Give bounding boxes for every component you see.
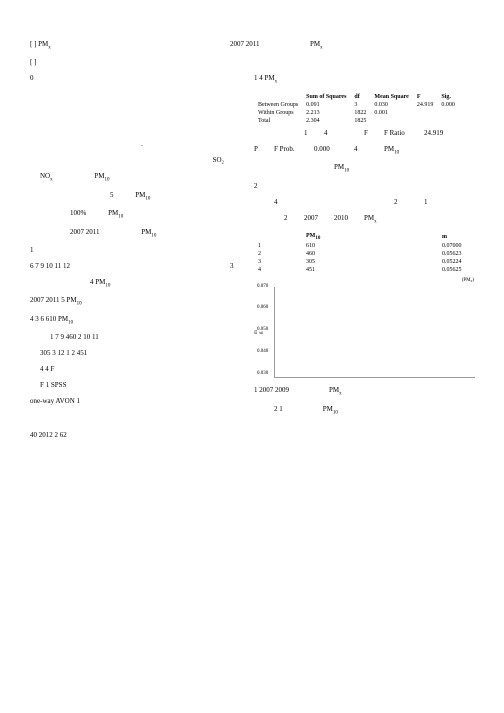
line3: 4 2 1 <box>254 198 474 206</box>
five-label: 5 <box>110 191 114 199</box>
l7: 4 PM10 <box>30 278 254 288</box>
header-left: [ ] PMx <box>30 40 230 50</box>
th-df: df <box>350 93 370 101</box>
main-columns: 0 . SO₂ NOx PM10 5 PM10 100% PM10 <box>30 74 474 423</box>
table-row: 1 610 0.07000 <box>254 242 466 250</box>
data-table2: PM10 m 1 610 0.07000 2 460 0.05623 3 305 <box>254 232 466 274</box>
footer: 40 2012 2 62 <box>30 431 474 439</box>
line4: 2 2007 2010 PMx <box>254 214 474 224</box>
th-sig: Sig. <box>437 93 459 101</box>
stats-line2: P F Prob. 0.000 4 PM10 <box>254 145 474 155</box>
one-label: 1 <box>30 246 254 254</box>
table-row: 3 305 0.05224 <box>254 258 466 266</box>
header-left-text: [ ] PM <box>30 40 48 48</box>
pm10-b: PM10 <box>135 191 150 199</box>
table-row: Within Groups 2.213 1822 0.001 <box>254 109 459 117</box>
table-header-row: PM10 m <box>254 232 466 242</box>
th-m: m <box>438 232 466 242</box>
table1-caption: 1 4 PMx <box>254 74 474 84</box>
right-column: 1 4 PMx Sum of Squares df Mean Square F … <box>254 74 474 423</box>
header-left-sub: x <box>48 45 51 50</box>
left-column: 0 . SO₂ NOx PM10 5 PM10 100% PM10 <box>30 74 254 423</box>
header-right: PMx <box>310 40 323 50</box>
l6: 6 7 9 10 11 12 <box>30 262 230 270</box>
l10: 1 7 9 460 2 10 11 <box>50 333 254 341</box>
stats-line1: 1 4 F F Ratio 24.919 <box>254 129 474 137</box>
fig2-caption: 2 1 PM10 <box>254 405 474 415</box>
so2-label: SO₂ <box>213 156 224 164</box>
table-row: 4 451 0.05625 <box>254 266 466 274</box>
th-ms: Mean Square <box>370 93 412 101</box>
table-row: 2 460 0.05623 <box>254 250 466 258</box>
stats-line2b: PM10 <box>254 163 474 173</box>
pm10-a: PM10 <box>94 172 109 180</box>
dot: . <box>30 140 254 148</box>
header-row: [ ] PMx 2007 2011 PMx <box>30 40 474 50</box>
ytick: 0.060 <box>257 305 268 310</box>
pm10-d: PM10 <box>141 228 156 236</box>
l12: 4 4 F <box>40 365 254 373</box>
ytick: 0.040 <box>257 349 268 354</box>
y-axis-label: m g <box>254 330 264 334</box>
l13: F 1 SPSS <box>40 381 254 389</box>
l11: 305 3 12 1 2 451 <box>40 349 254 357</box>
header-right-sub: x <box>320 45 323 50</box>
two-label: 2 <box>254 182 474 190</box>
th-ss: Sum of Squares <box>302 93 350 101</box>
hundred: 100% <box>70 209 86 217</box>
table-row: Between Groups 0.091 3 0.030 24.919 0.00… <box>254 101 459 109</box>
l9: 4 3 6 610 PM10 <box>30 315 254 325</box>
th-f: F <box>413 93 438 101</box>
th-pm10: PM10 <box>302 232 370 242</box>
ytick: 0.030 <box>257 371 268 376</box>
pm10-c: PM10 <box>108 209 123 217</box>
l8: 2007 2011 5 PM10 <box>30 296 254 306</box>
table-header-row: Sum of Squares df Mean Square F Sig. <box>254 93 459 101</box>
header-years: 2007 2011 <box>230 40 310 50</box>
anova-table: Sum of Squares df Mean Square F Sig. Bet… <box>254 93 459 125</box>
chart-unit: (PM₀) <box>254 278 474 283</box>
header-right-text: PM <box>310 40 320 48</box>
l14: one-way AVON 1 <box>30 397 254 405</box>
nox-label: NOx <box>40 172 54 180</box>
table-row: Total 2.304 1825 <box>254 117 459 125</box>
bar-chart: 0.070 0.060 0.050 0.040 0.030 m g <box>274 287 475 378</box>
brackets: [ ] <box>30 58 474 66</box>
three: 3 <box>230 262 234 270</box>
years-range: 2007 2011 <box>70 228 100 236</box>
fig1-caption: 1 2007 2009 PMx <box>254 386 474 396</box>
ytick: 0.070 <box>257 284 268 289</box>
zero-label: 0 <box>30 74 254 82</box>
